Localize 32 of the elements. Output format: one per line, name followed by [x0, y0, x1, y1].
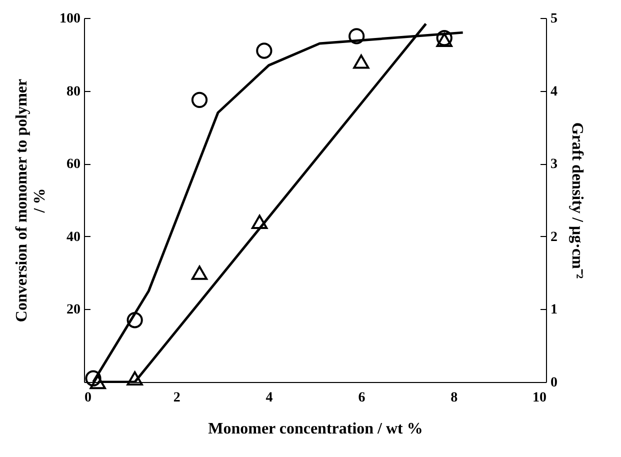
point [191, 92, 208, 108]
x-tick-label: 4 [266, 390, 273, 406]
point [436, 30, 452, 46]
x-tick-label: 8 [450, 390, 458, 406]
x-tick-label: 0 [84, 390, 92, 406]
x-tick-label: 10 [532, 390, 546, 406]
y-tick-label: 40 [66, 230, 80, 245]
point [256, 42, 272, 59]
y2-tick-label: 2 [550, 230, 558, 245]
point [126, 312, 143, 328]
x-tick-label: 2 [173, 390, 180, 406]
point [126, 371, 143, 386]
y2-tick-label: 1 [550, 302, 558, 318]
y-tick-label: 100 [60, 12, 80, 26]
y2-axis-title: Graft density / µg·cm⁻² [568, 122, 586, 279]
y-tick-label: 60 [66, 157, 80, 172]
y-tick-label: 20 [66, 302, 80, 318]
point [436, 32, 452, 47]
y2-tick-label: 3 [550, 157, 558, 172]
y-axis-title: Conversion of monomer to polymer / % [14, 78, 48, 322]
y-tick-label: 80 [66, 84, 80, 100]
x-tick-label: 6 [358, 390, 366, 406]
point [85, 370, 102, 386]
y2-tick-label: 5 [550, 12, 558, 26]
point [191, 266, 208, 280]
y2-tick-label: 4 [550, 84, 558, 100]
point [353, 54, 370, 69]
y2-tick-label: 0 [550, 376, 558, 390]
point [348, 28, 365, 44]
point [251, 214, 268, 229]
point [90, 374, 106, 390]
x-axis-title: Monomer concentration / wt % [208, 420, 423, 438]
